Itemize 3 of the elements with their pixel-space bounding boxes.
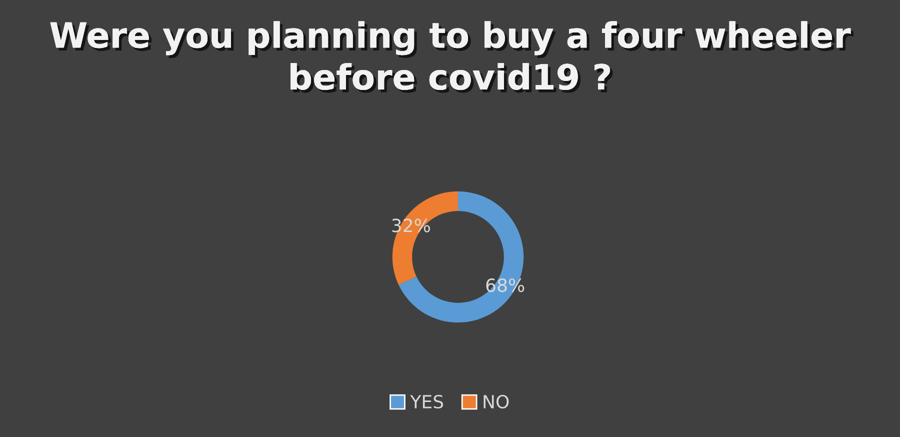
legend-label: YES [410,394,444,409]
legend-label: NO [484,394,509,409]
chart-title: Were you planning to buy a four wheeler before covid19 ? [50,21,854,93]
